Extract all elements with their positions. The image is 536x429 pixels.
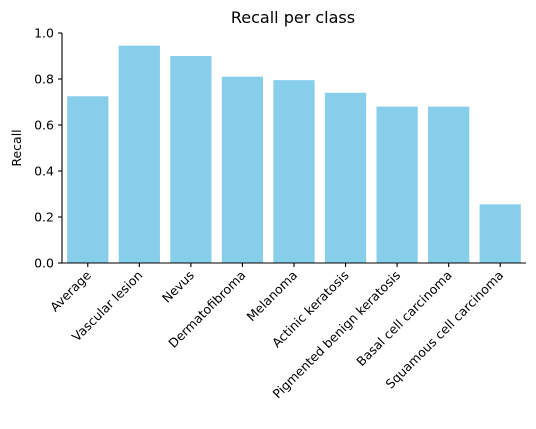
bars-group bbox=[67, 45, 521, 264]
bar-basal-cell-carcinoma bbox=[428, 106, 470, 263]
bar-nevus bbox=[170, 56, 212, 263]
y-tick-label: 1.0 bbox=[34, 26, 54, 41]
bar-squamous-cell-carcinoma bbox=[479, 204, 521, 263]
y-tick-label: 0.2 bbox=[34, 210, 54, 225]
y-tick-label: 0.8 bbox=[34, 72, 54, 87]
y-tick-label: 0.4 bbox=[34, 164, 54, 179]
y-axis-label: Recall bbox=[9, 129, 24, 166]
bar-melanoma bbox=[273, 80, 315, 264]
bar-dermatofibroma bbox=[221, 76, 264, 263]
x-tick-label: Basal cell carcinoma bbox=[353, 268, 454, 369]
bar-vascular-lesion bbox=[118, 45, 160, 264]
y-tick-label: 0.6 bbox=[34, 118, 54, 133]
x-tick-label: Average bbox=[47, 267, 94, 314]
y-ticks-group: 0.0 0.2 0.4 0.6 0.8 1.0 bbox=[34, 26, 62, 271]
bar-pigmented-benign-keratosis bbox=[376, 106, 418, 263]
bar-average bbox=[67, 96, 109, 263]
bar-actinic-keratosis bbox=[324, 92, 367, 263]
y-tick-label: 0.0 bbox=[34, 256, 54, 271]
chart-title: Recall per class bbox=[231, 8, 355, 27]
x-tick-label: Nevus bbox=[159, 268, 197, 306]
